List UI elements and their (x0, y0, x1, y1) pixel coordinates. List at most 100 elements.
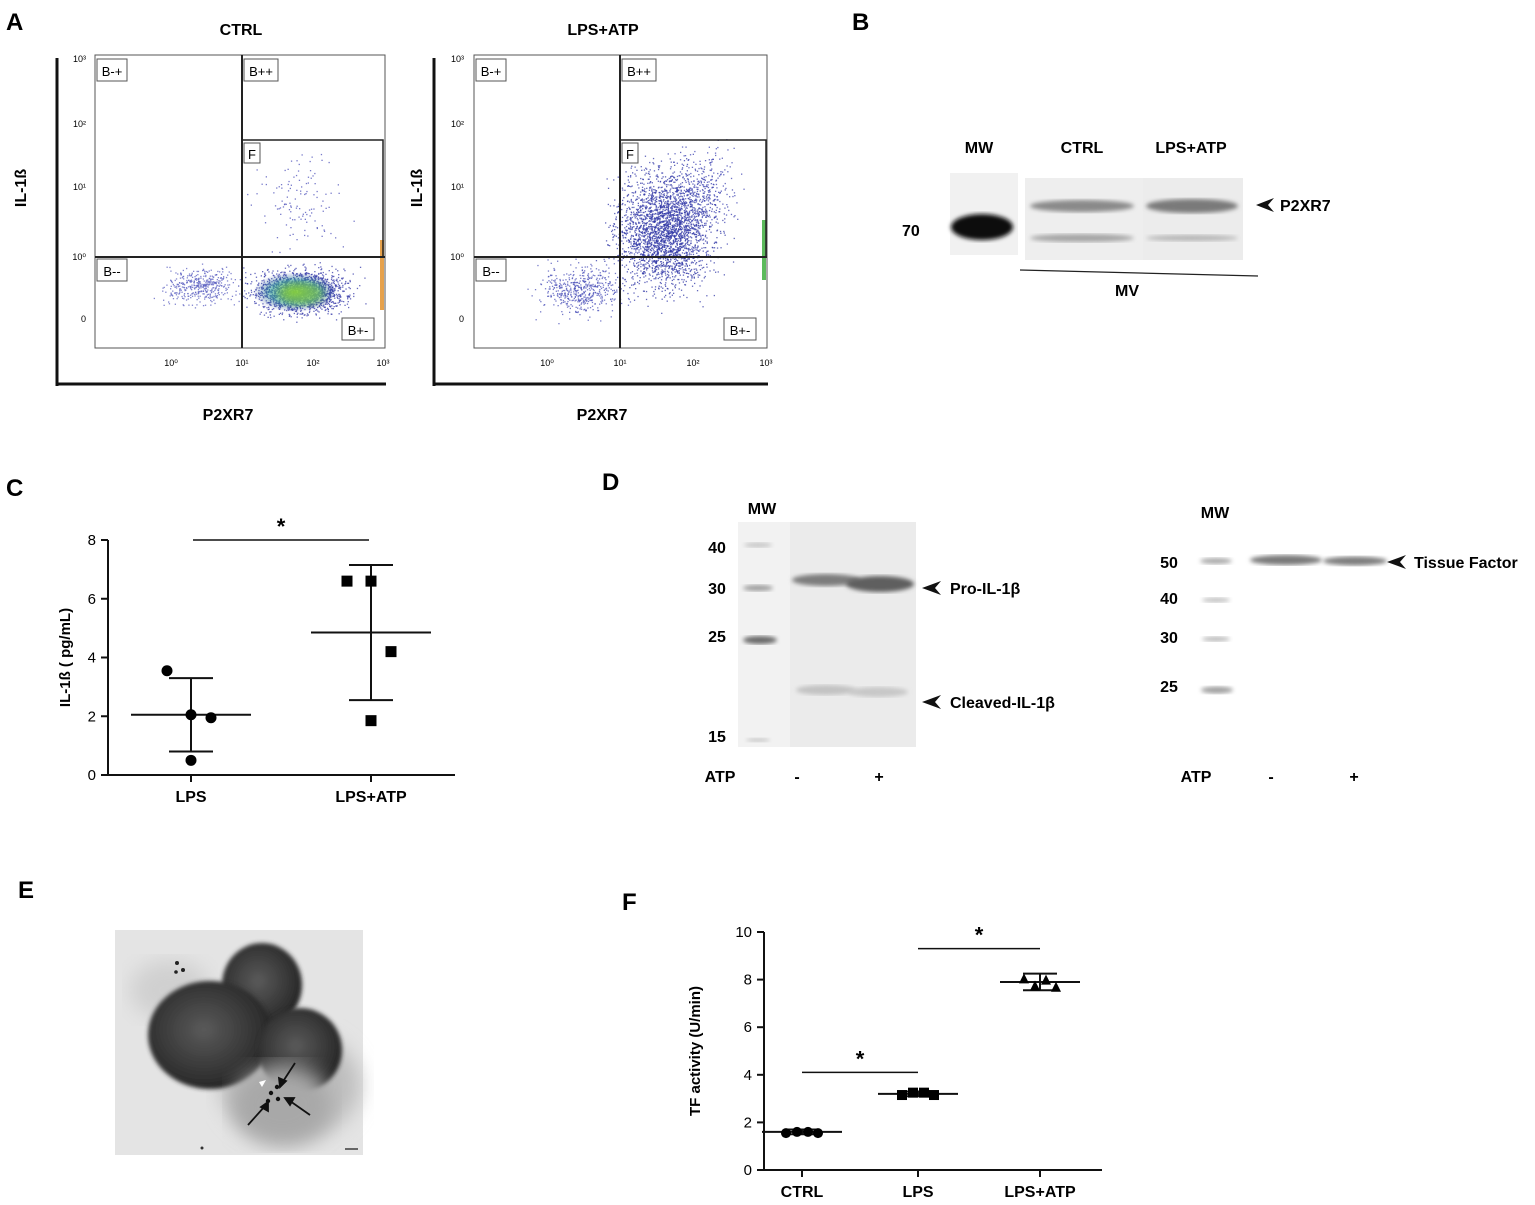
ladder-label: 50 (1160, 555, 1178, 572)
band-tissue-factor-minus (1250, 555, 1322, 565)
panel-letter-e: E (18, 877, 34, 904)
significance-asterisk: * (277, 514, 286, 539)
data-point (186, 709, 197, 720)
flow-plot-xlabel: P2XR7 (577, 407, 628, 424)
series-ctrl (762, 1127, 842, 1138)
treatment-minus: - (1268, 769, 1273, 786)
band-label-cleaved-il1b: Cleaved-IL-1β (950, 695, 1055, 712)
band-tissue-factor-plus (1323, 557, 1387, 566)
series-lps-atp (311, 565, 431, 726)
treatment-label: ATP (1181, 769, 1212, 786)
y-axis-label: IL-1ß ( pg/mL) (57, 608, 74, 707)
data-point (186, 755, 197, 766)
series-lps-atp (1000, 973, 1080, 991)
gate-label-f: F (626, 147, 634, 162)
significance-asterisk: * (856, 1046, 865, 1071)
em-micrograph (115, 930, 363, 1155)
y-tick-label: 8 (88, 532, 96, 549)
data-point (342, 576, 353, 587)
band-lower-ctrl (1030, 234, 1134, 242)
lane-label-lps-atp: LPS+ATP (1155, 140, 1227, 157)
mw-band-70 (951, 214, 1013, 240)
data-point (803, 1127, 813, 1137)
band-p2xr7-lps-atp (1146, 199, 1238, 213)
gate-label-b-minus-plus: B-+ (481, 64, 502, 79)
data-point (919, 1088, 929, 1098)
ladder-label: 30 (1160, 630, 1178, 647)
flow-plot-xlabel: P2XR7 (203, 407, 254, 424)
gate-label-b-plus-minus: B+- (348, 323, 369, 338)
y-tick: 10¹ (451, 182, 464, 192)
flow-plot-lps-atp: LPS+ATP IL-1ß P2XR7 B-+ B++ F B-- B+- 10… (409, 22, 773, 424)
data-point (162, 665, 173, 676)
x-tick: 10³ (759, 358, 772, 368)
group-label-mv: MV (1115, 283, 1139, 300)
x-tick-label: LPS+ATP (1004, 1184, 1076, 1200)
gold-particle (276, 1097, 280, 1101)
y-tick: 10³ (73, 54, 86, 64)
y-tick-label: 2 (744, 1114, 752, 1131)
data-point (908, 1088, 918, 1098)
panel-letter-f: F (622, 889, 637, 916)
y-tick-label: 4 (744, 1067, 752, 1084)
y-tick-label: 2 (88, 708, 96, 725)
mv-bracket-line (1020, 270, 1258, 276)
band-arrow-icon (1387, 555, 1406, 569)
treatment-label: ATP (705, 769, 736, 786)
x-tick-label: CTRL (781, 1184, 824, 1200)
band-pro-il1b-plus (846, 576, 914, 592)
gold-particle (275, 1085, 279, 1089)
flow-plot-title: CTRL (220, 22, 263, 39)
x-tick-label: LPS (175, 789, 206, 806)
band-label-tissue-factor: Tissue Factor (1414, 555, 1518, 572)
data-point (366, 715, 377, 726)
y-tick: 0 (81, 314, 86, 324)
y-tick-label: 6 (744, 1019, 752, 1036)
gold-particle (269, 1091, 273, 1095)
series-lps (878, 1088, 958, 1100)
treatment-minus: - (794, 769, 799, 786)
x-tick: 10¹ (235, 358, 248, 368)
y-tick: 10³ (451, 54, 464, 64)
data-point (897, 1090, 907, 1100)
data-point (386, 646, 397, 657)
gate-label-b-plus-plus: B++ (627, 64, 651, 79)
panel-letter-d: D (602, 469, 619, 496)
flow-plot-ylabel: IL-1ß (13, 169, 30, 207)
western-blot-il1b: MW 40 30 25 15 Pro-IL-1β Cleaved-IL-1β A… (705, 501, 1056, 786)
band-cleaved-il1b-plus (848, 687, 908, 697)
treatment-plus: + (1349, 769, 1358, 786)
x-tick: 10² (306, 358, 319, 368)
lane-label-mw: MW (965, 140, 994, 157)
data-point (1019, 973, 1029, 983)
flow-plot-frame (95, 55, 385, 348)
panel-letter-c: C (6, 475, 23, 502)
western-blot-p2xr7: MW CTRL LPS+ATP 70 P2XR7 MV (902, 140, 1331, 300)
y-tick: 0 (459, 314, 464, 324)
treatment-plus: + (874, 769, 883, 786)
significance-asterisk: * (975, 923, 984, 948)
x-tick: 10² (686, 358, 699, 368)
ladder-label: 25 (1160, 679, 1178, 696)
y-tick: 10² (73, 119, 86, 129)
y-tick: 10¹ (73, 182, 86, 192)
band-arrow-icon (922, 581, 941, 595)
y-tick-label: 0 (744, 1162, 752, 1179)
band-arrow-icon (1256, 198, 1274, 212)
ladder-label: 25 (708, 629, 726, 646)
ladder-label: 15 (708, 729, 726, 746)
lane-label-ctrl: CTRL (1061, 140, 1104, 157)
data-point (929, 1090, 939, 1100)
y-axis-label: TF activity (U/min) (687, 986, 704, 1116)
band-cleaved-il1b-minus (796, 685, 856, 695)
data-point (813, 1128, 823, 1138)
data-point (1041, 975, 1051, 985)
western-blot-tissue-factor: MW 50 40 30 25 Tissue Factor ATP - + (1160, 505, 1518, 786)
y-tick-label: 10 (735, 924, 752, 941)
gate-label-b-plus-plus: B++ (249, 64, 273, 79)
x-tick: 10⁰ (540, 358, 554, 368)
y-tick: 10² (451, 119, 464, 129)
band-p2xr7-ctrl (1030, 200, 1134, 212)
gate-label-b-minus-plus: B-+ (102, 64, 123, 79)
